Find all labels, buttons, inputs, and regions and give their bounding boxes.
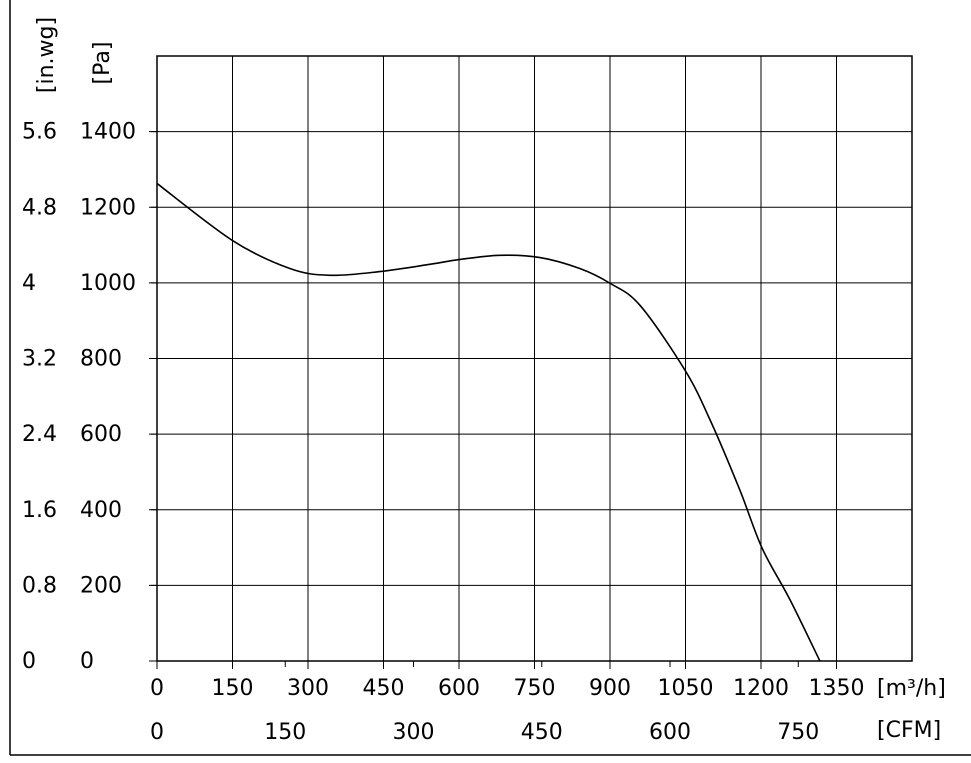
curve: [156, 182, 821, 662]
y-tick-label: 200: [80, 573, 122, 598]
y2-tick-label: 3.2: [22, 347, 57, 372]
x2-axis-label: [CFM]: [877, 718, 941, 743]
x2-tick-label: 600: [649, 720, 691, 745]
x-axis-label: [m³/h]: [877, 676, 946, 701]
x-tick-label: 1350: [809, 676, 865, 701]
y2-tick-label: 0.8: [22, 573, 57, 598]
x-tick-label: 0: [150, 676, 164, 701]
x-tick-label: 600: [438, 676, 480, 701]
y2-tick-label: 5.6: [22, 120, 57, 145]
x-tick-label: 900: [589, 676, 631, 701]
y2-tick-label: 2.4: [22, 422, 57, 447]
x2-tick-label: 450: [521, 720, 563, 745]
x-tick-label: 300: [287, 676, 329, 701]
y-tick-label: 1200: [80, 195, 136, 220]
x-tick-label: 750: [514, 676, 556, 701]
y2-tick-label: 0: [22, 649, 36, 674]
x-tick-label: 1200: [733, 676, 789, 701]
y2-tick-label: 4.8: [22, 195, 57, 220]
y-tick-label: 1400: [80, 120, 136, 145]
x2-tick-label: 0: [150, 720, 164, 745]
y-tick-label: 1000: [80, 271, 136, 296]
y2-tick-label: 1.6: [22, 498, 57, 523]
x2-tick-label: 150: [264, 720, 306, 745]
y2-tick-label: 4: [22, 271, 36, 296]
y2-axis-label: [in.wg]: [34, 17, 59, 93]
x-tick-label: 1050: [658, 676, 714, 701]
x-tick-label: 450: [363, 676, 405, 701]
x2-tick-label: 300: [393, 720, 435, 745]
y-tick-label: 800: [80, 347, 122, 372]
y-tick-label: 400: [80, 498, 122, 523]
y-tick-label: 600: [80, 422, 122, 447]
x-tick-label: 150: [212, 676, 254, 701]
x2-tick-label: 750: [777, 720, 819, 745]
y-tick-label: 0: [80, 649, 94, 674]
y-axis-label: [Pa]: [90, 42, 115, 85]
